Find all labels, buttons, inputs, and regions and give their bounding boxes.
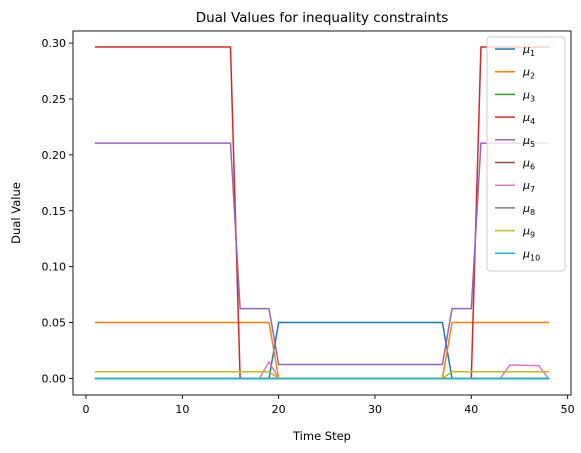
x-tick-label: 0 xyxy=(83,403,90,416)
legend-label-mu10: μ10 xyxy=(522,247,540,262)
series-line-mu9 xyxy=(94,371,550,380)
series-line-mu1 xyxy=(94,321,550,380)
legend-box xyxy=(486,36,566,272)
x-tick-label: 20 xyxy=(272,403,286,416)
legend-label-mu4: μ4 xyxy=(522,111,535,126)
series-line-mu2 xyxy=(94,321,550,380)
x-tick-label: 10 xyxy=(175,403,189,416)
y-tick-label: 0.05 xyxy=(42,317,67,330)
y-tick-label: 0.20 xyxy=(42,149,67,162)
x-axis: 0 10 20 30 40 50 xyxy=(83,395,575,416)
legend-label-mu7: μ7 xyxy=(522,179,535,194)
legend-label-mu2: μ2 xyxy=(522,66,535,81)
legend: μ1 μ2 μ3 μ4 μ5 μ6 μ7 μ8 μ9 μ10 xyxy=(486,36,566,272)
legend-label-mu5: μ5 xyxy=(522,134,535,149)
legend-label-mu3: μ3 xyxy=(522,88,535,103)
legend-label-mu9: μ9 xyxy=(522,225,535,240)
legend-label-mu6: μ6 xyxy=(522,157,535,172)
series-line-mu4 xyxy=(94,46,550,380)
chart-title: Dual Values for inequality constraints xyxy=(196,10,449,26)
x-tick-label: 50 xyxy=(561,403,575,416)
x-tick-label: 40 xyxy=(464,403,478,416)
plot-frame xyxy=(72,30,572,396)
y-axis-label: Dual Value xyxy=(9,182,23,244)
x-tick-label: 30 xyxy=(368,403,382,416)
y-tick-label: 0.25 xyxy=(42,93,67,106)
legend-label-mu1: μ1 xyxy=(522,43,535,58)
y-tick-label: 0.10 xyxy=(42,261,67,274)
series-line-mu5 xyxy=(94,142,550,366)
y-axis: 0.00 0.05 0.10 0.15 0.20 0.25 0.30 xyxy=(42,37,73,385)
y-tick-label: 0.30 xyxy=(42,37,67,50)
y-tick-label: 0.00 xyxy=(42,372,67,385)
legend-label-mu8: μ8 xyxy=(522,202,535,217)
series-group xyxy=(94,46,550,380)
y-tick-label: 0.15 xyxy=(42,205,67,218)
x-axis-label: Time Step xyxy=(292,429,351,443)
